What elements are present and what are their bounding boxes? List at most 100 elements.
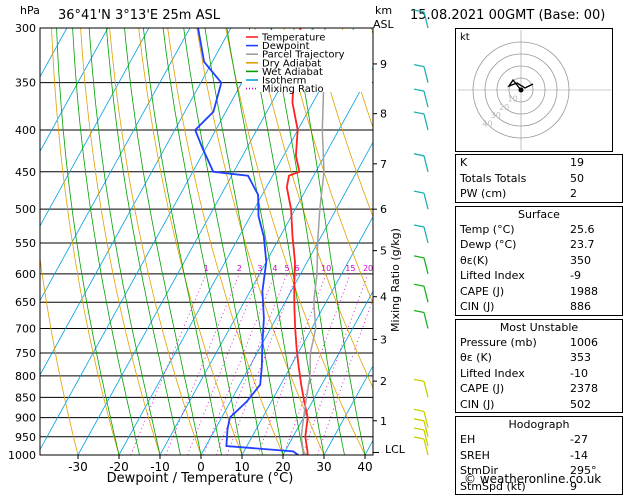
wind-barb-flag — [414, 225, 424, 227]
wind-barb-flag — [414, 284, 424, 286]
index-value: 2 — [570, 186, 618, 202]
pressure-tick-label: 850 — [15, 391, 36, 404]
wind-barb-flag — [414, 191, 424, 193]
mixing-ratio-label: 15 — [345, 264, 355, 273]
wind-barb-flag — [414, 256, 424, 258]
pressure-tick-label: 600 — [15, 268, 36, 281]
index-row: CIN (J)502 — [456, 397, 622, 413]
index-row: SREH-14 — [456, 448, 622, 464]
surface-indices: Surface Temp (°C) 25.6 Dewp (°C) 23.7 θε(K) 3… — [455, 206, 623, 316]
wind-barb — [424, 286, 428, 302]
mixing-ratio-label: 20 — [363, 264, 373, 273]
index-row: CAPE (J) 2378 — [456, 381, 622, 397]
pressure-tick-label: 350 — [15, 77, 36, 90]
mixing-ratio-line — [204, 274, 276, 455]
wind-barb-flag — [414, 437, 424, 439]
wet-adiabat-line — [125, 28, 202, 455]
wind-barb-flag — [414, 379, 424, 381]
mixing-ratio-line — [258, 274, 326, 455]
index-value: 23.7 — [570, 237, 618, 253]
most-unstable-title: Most Unstable — [456, 320, 622, 335]
wind-barb-flag — [414, 428, 424, 430]
index-label: Totals Totals — [460, 171, 526, 187]
pressure-tick-label: 900 — [15, 412, 36, 425]
pressure-tick-label: 700 — [15, 323, 36, 336]
index-row: θε(K) 350 — [456, 253, 622, 269]
pressure-tick-label: 950 — [15, 431, 36, 444]
wet-adiabat-line — [163, 28, 242, 455]
wind-barb-flag — [414, 409, 424, 411]
pressure-tick-label: 650 — [15, 296, 36, 309]
index-value: 2378 — [570, 381, 618, 397]
height-tick-label: 6 — [380, 203, 387, 216]
height-tick-label: 5 — [380, 245, 387, 258]
wind-barb — [424, 91, 428, 107]
wet-adiabat-line — [107, 28, 181, 455]
wind-barb — [424, 258, 428, 274]
index-value: 1006 — [570, 335, 618, 351]
wind-barb-flag — [414, 419, 424, 421]
x-tick-label: 40 — [357, 460, 372, 474]
mixing-ratio-label: 25 — [377, 264, 387, 273]
legend-label: Mixing Ratio — [262, 84, 324, 95]
hodograph-indices-title: Hodograph — [456, 417, 622, 432]
dry-adiabat-line — [81, 28, 160, 455]
x-axis-label: Dewpoint / Temperature (°C) — [107, 471, 294, 486]
wind-barb-flag — [414, 112, 424, 114]
index-value: 50 — [570, 171, 618, 187]
wind-barb — [424, 12, 428, 28]
index-label: CAPE (J) — [460, 381, 504, 397]
index-label: PW (cm) — [460, 186, 506, 202]
index-label: Lifted Index — [460, 366, 525, 382]
index-label: θε(K) — [460, 253, 488, 269]
index-label: Temp (°C) — [460, 222, 515, 238]
index-label: CIN (J) — [460, 397, 494, 413]
height-tick-label: 3 — [380, 333, 387, 346]
mixing-ratio-label: 3 — [257, 264, 262, 273]
pressure-tick-label: 750 — [15, 347, 36, 360]
wind-barb-flag — [414, 89, 424, 91]
pressure-tick-label: 450 — [15, 166, 36, 179]
mixing-ratio-axis-label: Mixing Ratio (g/kg) — [389, 228, 402, 332]
index-row: Pressure (mb) 1006 — [456, 335, 622, 351]
wet-adiabat-line — [73, 28, 140, 455]
index-row: Dewp (°C) 23.7 — [456, 237, 622, 253]
index-row: PW (cm) 2 — [456, 186, 622, 202]
index-value: 25.6 — [570, 222, 618, 238]
height-tick-label: 9 — [380, 58, 387, 71]
wind-barb-flag — [414, 10, 424, 12]
mixing-ratio-label: 5 — [284, 264, 289, 273]
index-value: -27 — [570, 432, 618, 448]
index-label: Pressure (mb) — [460, 335, 537, 351]
pressure-tick-label: 550 — [15, 237, 36, 250]
index-label: Lifted Index — [460, 268, 525, 284]
x-tick-label: -30 — [68, 460, 88, 474]
pressure-tick-label: 800 — [15, 370, 36, 383]
wind-barb — [424, 193, 428, 209]
pressure-tick-label: 400 — [15, 124, 36, 137]
index-row: θε (K)353 — [456, 350, 622, 366]
index-row: EH -27 — [456, 432, 622, 448]
height-tick-label: 8 — [380, 108, 387, 121]
wind-barb — [424, 114, 428, 130]
index-value: 886 — [570, 299, 618, 315]
index-label: θε (K) — [460, 350, 492, 366]
surface-title: Surface — [456, 207, 622, 222]
index-value: 350 — [570, 253, 618, 269]
wind-barb — [424, 67, 428, 83]
index-row: Temp (°C) 25.6 — [456, 222, 622, 238]
hodograph-unit: kt — [460, 32, 470, 43]
hodograph-storm-marker — [519, 88, 524, 93]
index-label: Dewp (°C) — [460, 237, 516, 253]
index-label: SREH — [460, 448, 490, 464]
wind-barb-flag — [414, 65, 424, 67]
wind-barb-flag — [414, 154, 424, 156]
wet-adiabat-line — [57, 28, 119, 455]
index-label: EH — [460, 432, 475, 448]
mixing-ratio-label: 4 — [272, 264, 277, 273]
pressure-tick-label: 1000 — [8, 449, 36, 462]
hodograph-ring-label: 40 — [482, 120, 492, 129]
pressure-tick-label: 300 — [15, 22, 36, 35]
